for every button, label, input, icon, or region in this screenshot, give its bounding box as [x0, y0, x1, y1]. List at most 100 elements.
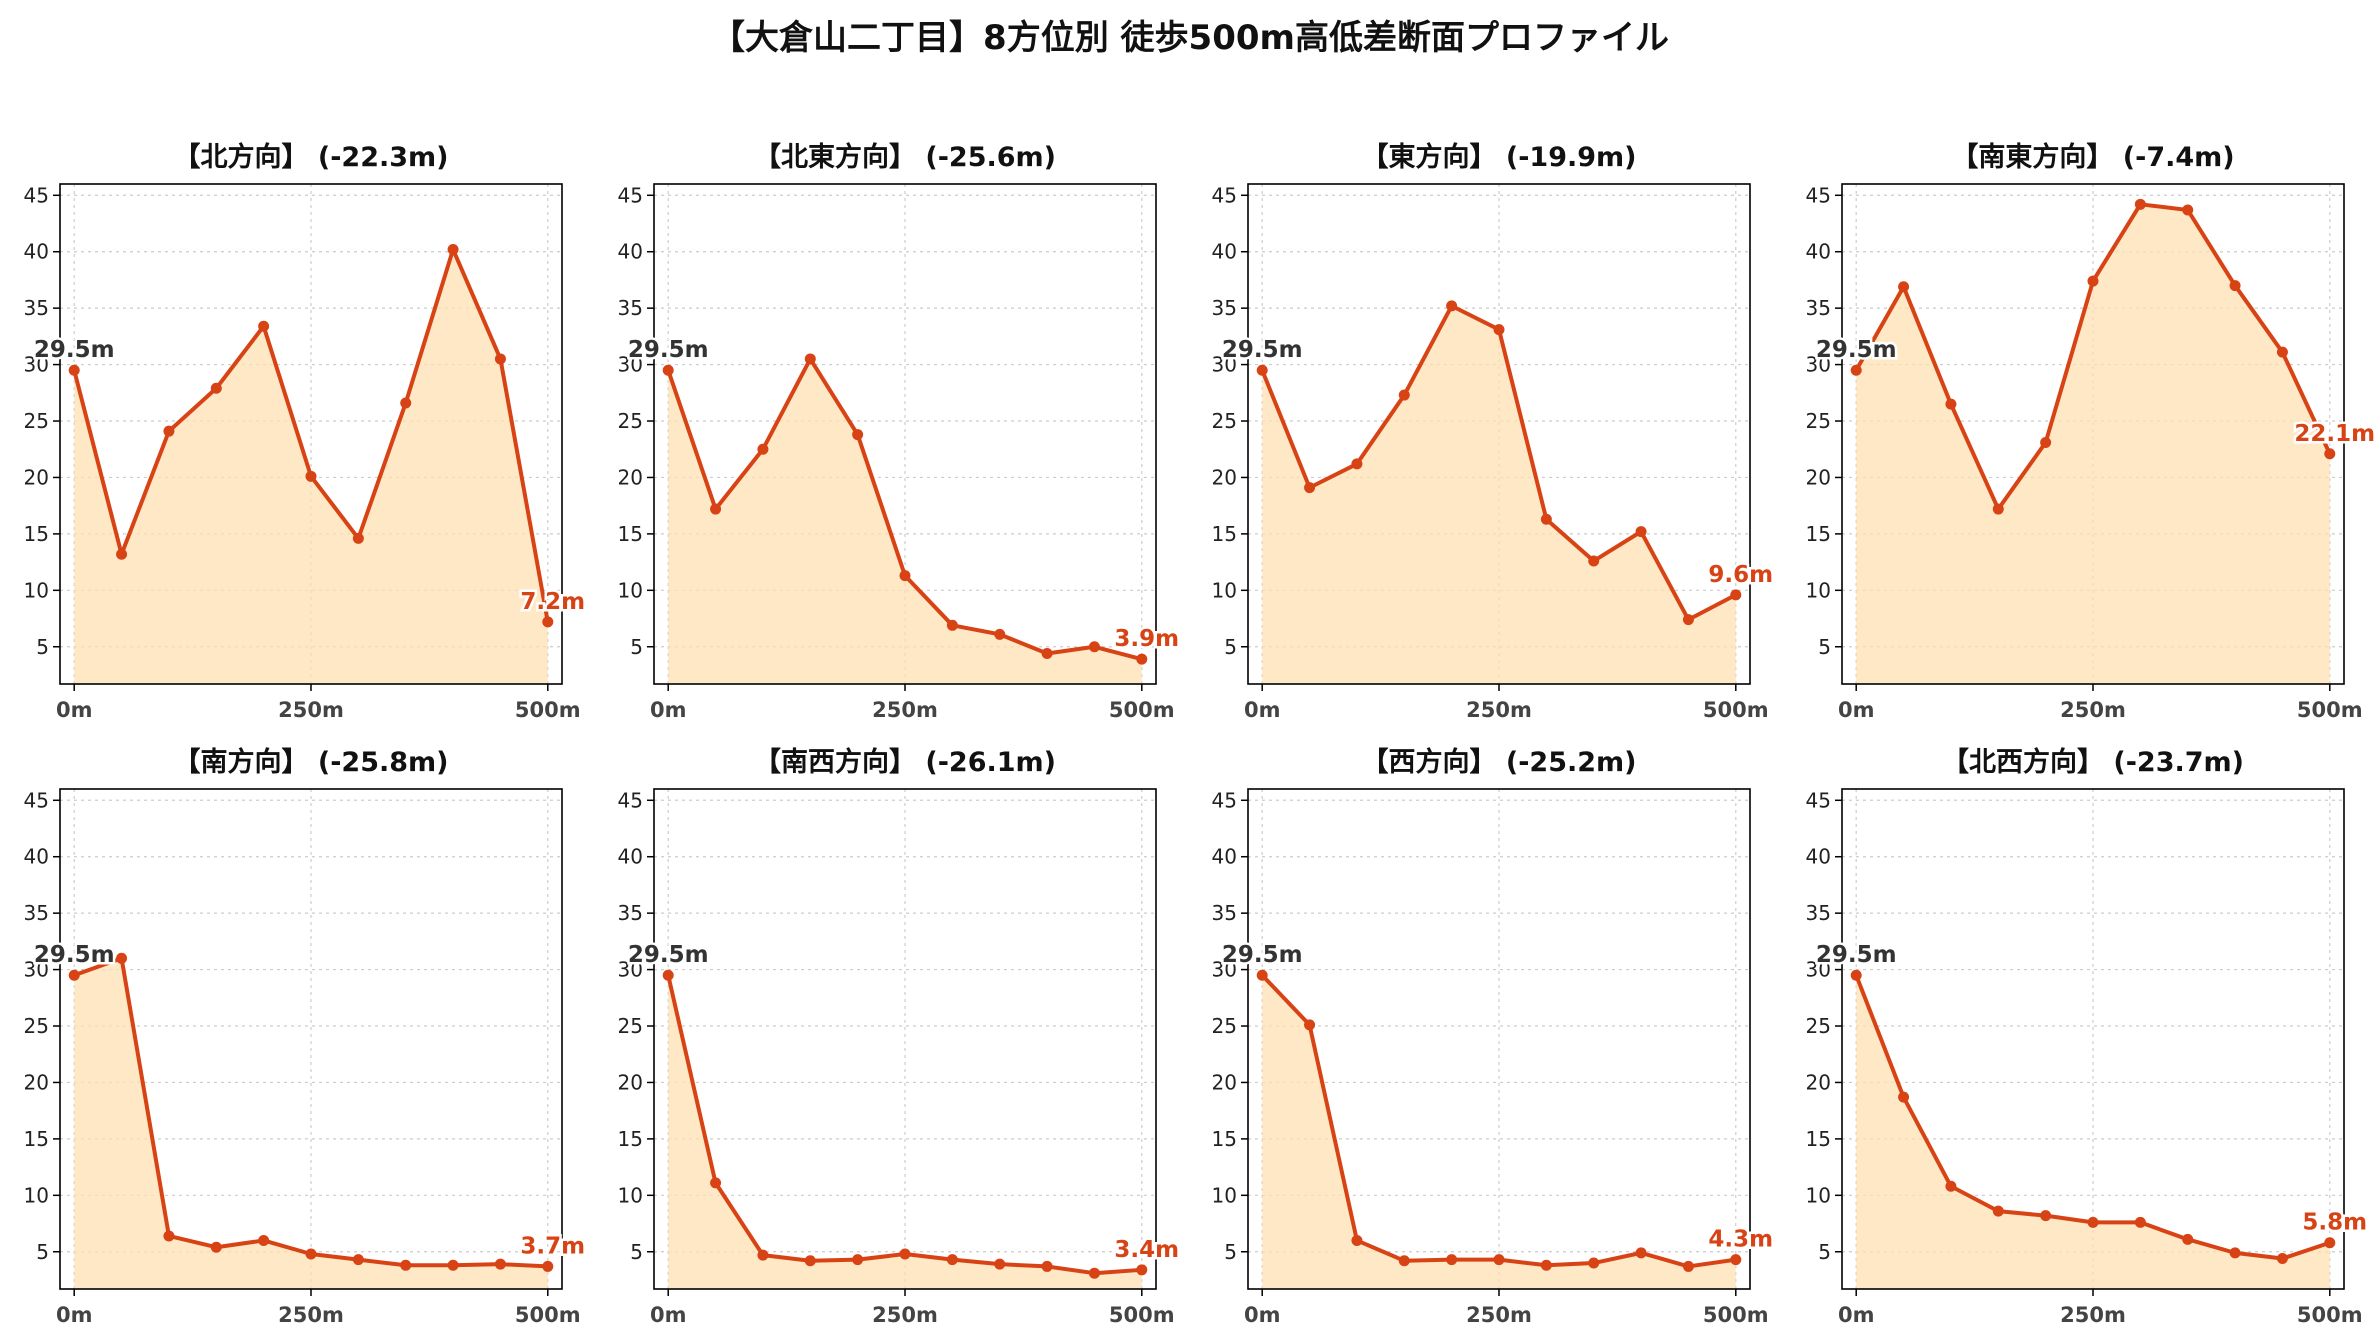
data-point	[2134, 198, 2146, 210]
data-point	[662, 364, 674, 376]
panel-title: 【南西方向】 (-26.1m)	[754, 746, 1056, 778]
y-tick-label: 10	[1806, 1183, 1831, 1207]
area-fill	[74, 958, 548, 1289]
panel-7: 【西方向】 (-25.2m) 5 10 15 20 25 30 35 40 45 0m 250m 500…	[1212, 746, 1776, 1327]
panel-title: 【東方向】 (-19.9m)	[1361, 141, 1636, 173]
x-tick-label: 250m	[872, 698, 938, 722]
y-tick-label: 45	[1806, 183, 1831, 207]
panel-2: 【北東方向】 (-25.6m) 5 10 15 20 25 30 35 40 45 0m 250m 50…	[618, 141, 1182, 722]
data-point	[1992, 503, 2004, 515]
end-elevation-label: 3.7m	[520, 1233, 585, 1259]
x-tick-label: 250m	[278, 1303, 344, 1327]
y-tick-label: 25	[24, 409, 49, 433]
y-tick-label: 25	[1806, 409, 1831, 433]
y-tick-label: 40	[1806, 845, 1831, 869]
y-tick-label: 30	[1212, 353, 1237, 377]
data-point	[2324, 448, 2336, 460]
data-point	[1041, 648, 1053, 660]
data-point	[1446, 1254, 1458, 1266]
data-point	[1493, 324, 1505, 336]
x-tick-label: 500m	[1703, 1303, 1769, 1327]
data-point	[1256, 969, 1268, 981]
data-point	[1850, 364, 1862, 376]
y-tick-label: 15	[1212, 1127, 1237, 1151]
data-point	[2087, 1216, 2099, 1228]
data-point	[447, 243, 459, 255]
y-tick-label: 25	[1212, 409, 1237, 433]
y-tick-label: 5	[630, 1240, 643, 1264]
y-tick-label: 40	[1212, 240, 1237, 264]
y-tick-label: 35	[1806, 296, 1831, 320]
x-tick-label: 500m	[1109, 1303, 1175, 1327]
y-tick-label: 35	[24, 296, 49, 320]
y-tick-label: 15	[618, 1127, 643, 1151]
y-tick-label: 20	[618, 465, 643, 489]
data-point	[1850, 969, 1862, 981]
panel-title: 【南方向】 (-25.8m)	[173, 746, 448, 778]
x-tick-label: 0m	[1838, 1303, 1875, 1327]
y-tick-label: 5	[1818, 635, 1831, 659]
x-tick-label: 250m	[278, 698, 344, 722]
data-point	[1682, 1260, 1694, 1272]
y-tick-label: 35	[618, 296, 643, 320]
x-tick-label: 500m	[2297, 698, 2363, 722]
y-tick-label: 15	[24, 522, 49, 546]
data-point	[1588, 1257, 1600, 1269]
x-tick-label: 500m	[515, 698, 581, 722]
data-point	[2087, 275, 2099, 287]
data-point	[710, 1177, 722, 1189]
data-point	[1992, 1205, 2004, 1217]
y-tick-label: 15	[1806, 1127, 1831, 1151]
start-elevation-label: 29.5m	[1222, 942, 1303, 968]
panel-title: 【南東方向】 (-7.4m)	[1951, 141, 2234, 173]
x-tick-label: 0m	[56, 1303, 93, 1327]
y-tick-label: 25	[24, 1014, 49, 1038]
data-point	[1730, 1254, 1742, 1266]
data-point	[163, 425, 175, 437]
data-point	[1945, 398, 1957, 410]
data-point	[1493, 1254, 1505, 1266]
x-tick-label: 0m	[650, 698, 687, 722]
data-point	[994, 628, 1006, 640]
data-point	[1540, 513, 1552, 525]
x-tick-label: 0m	[1838, 698, 1875, 722]
y-tick-label: 5	[1818, 1240, 1831, 1264]
y-tick-label: 20	[1212, 1070, 1237, 1094]
data-point	[2182, 204, 2194, 216]
y-tick-label: 10	[24, 578, 49, 602]
end-elevation-label: 22.1m	[2294, 421, 2375, 447]
data-point	[68, 969, 80, 981]
y-tick-label: 30	[24, 353, 49, 377]
data-point	[1682, 614, 1694, 626]
y-tick-label: 15	[1806, 522, 1831, 546]
start-elevation-label: 29.5m	[1816, 337, 1897, 363]
data-point	[757, 443, 769, 455]
y-tick-label: 45	[618, 183, 643, 207]
data-point	[2324, 1237, 2336, 1249]
y-tick-label: 20	[1806, 1070, 1831, 1094]
panel-title: 【北東方向】 (-25.6m)	[754, 141, 1056, 173]
y-tick-label: 10	[618, 578, 643, 602]
data-point	[710, 503, 722, 515]
y-tick-label: 20	[1212, 465, 1237, 489]
y-tick-label: 25	[618, 1014, 643, 1038]
data-point	[210, 1241, 222, 1253]
y-tick-label: 35	[1806, 901, 1831, 925]
y-tick-label: 40	[618, 845, 643, 869]
area-fill	[1262, 975, 1736, 1289]
data-point	[258, 1234, 270, 1246]
y-tick-label: 10	[1212, 1183, 1237, 1207]
data-point	[542, 1260, 554, 1272]
x-tick-label: 500m	[515, 1303, 581, 1327]
data-point	[2040, 1210, 2052, 1222]
data-point	[1088, 641, 1100, 653]
data-point	[305, 470, 317, 482]
data-point	[1136, 1264, 1148, 1276]
area-fill	[74, 249, 548, 684]
y-tick-label: 20	[1806, 465, 1831, 489]
data-point	[447, 1259, 459, 1271]
y-tick-label: 30	[1806, 353, 1831, 377]
x-tick-label: 250m	[2060, 698, 2126, 722]
data-point	[1088, 1267, 1100, 1279]
